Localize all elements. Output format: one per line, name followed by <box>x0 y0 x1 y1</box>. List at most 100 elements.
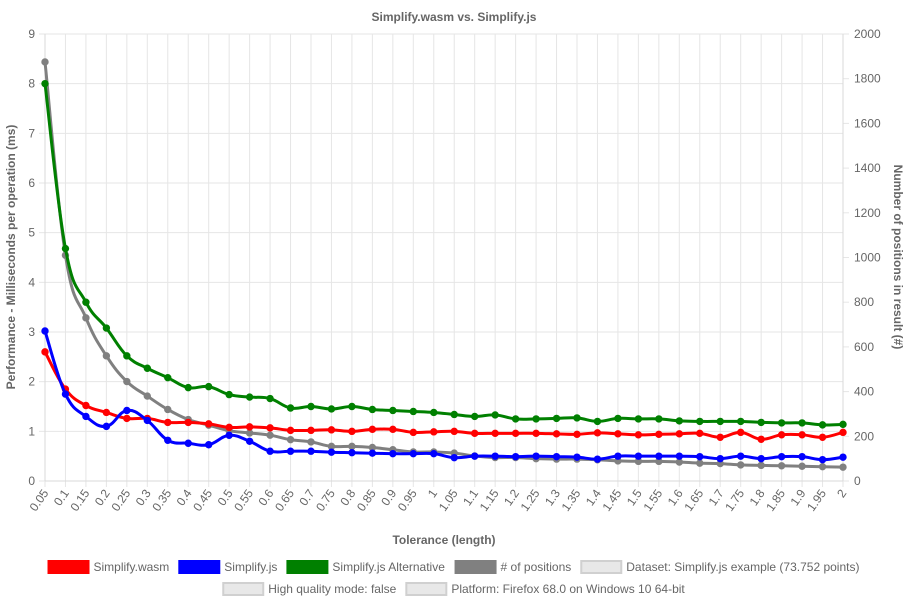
x-tick-label: 1.25 <box>518 486 543 513</box>
data-point <box>798 452 806 461</box>
x-tick-label: 0.15 <box>68 486 93 513</box>
x-tick-label: 1.95 <box>804 486 829 513</box>
legend-label: Simplify.js <box>224 560 277 574</box>
series-simplify-js <box>41 327 847 464</box>
data-point <box>757 435 765 443</box>
series-line-of-positions <box>43 61 844 469</box>
data-point <box>389 425 397 434</box>
data-point <box>839 463 847 471</box>
legend-item-of-positions: # of positions <box>454 560 572 574</box>
legend-item-high-quality-mode-false: High quality mode: false <box>222 582 397 596</box>
data-point <box>41 327 49 335</box>
data-point <box>675 452 684 460</box>
data-point <box>348 442 356 451</box>
data-point <box>389 406 397 415</box>
data-point <box>430 428 438 436</box>
legend-item-simplify-wasm: Simplify.wasm <box>47 560 169 574</box>
data-point <box>552 452 561 461</box>
y-tick-label: 7 <box>28 126 35 140</box>
data-point <box>511 429 520 438</box>
data-point <box>655 430 663 439</box>
data-point <box>573 430 581 439</box>
legend-swatch <box>178 560 221 574</box>
data-point <box>818 462 827 471</box>
legend-label: Dataset: Simplify.js example (73.752 poi… <box>626 560 859 574</box>
data-point <box>675 417 684 425</box>
data-point <box>470 429 479 438</box>
x-tick-label: 0.75 <box>313 486 338 513</box>
data-point <box>716 417 724 426</box>
data-point <box>777 419 786 427</box>
y-tick-label: 1 <box>28 424 35 438</box>
x-tick-label: 1.05 <box>436 486 461 513</box>
data-point <box>184 439 192 447</box>
x-tick-label: 0.65 <box>272 486 297 513</box>
data-point <box>245 429 254 437</box>
data-point <box>818 455 827 464</box>
data-point <box>225 423 233 432</box>
legend-swatch <box>580 560 623 574</box>
data-point <box>839 420 847 429</box>
y2-tick-label: 1600 <box>854 116 881 130</box>
legend-item-platform-firefox-68-0-on-windo: Platform: Firefox 68.0 on Windows 10 64-… <box>405 582 685 596</box>
data-point <box>307 402 315 411</box>
data-point <box>348 402 356 411</box>
data-point <box>348 427 356 436</box>
data-point <box>204 441 213 449</box>
data-point <box>123 377 131 386</box>
data-point <box>307 426 315 435</box>
y2-tick-label: 1200 <box>854 206 881 220</box>
data-point <box>430 408 438 417</box>
data-point <box>798 419 806 427</box>
data-point <box>102 352 111 360</box>
data-point <box>491 411 499 419</box>
data-point <box>736 452 745 460</box>
data-point <box>818 421 827 429</box>
data-point <box>532 415 540 423</box>
series-simplify-wasm <box>41 348 847 443</box>
data-point <box>41 348 49 356</box>
series-line-simplify-js <box>43 330 844 462</box>
data-point <box>655 452 663 460</box>
data-point <box>655 415 663 423</box>
legend-label: Simplify.js Alternative <box>332 560 445 574</box>
x-tick-label: 0.35 <box>149 486 174 513</box>
data-point <box>286 447 295 455</box>
data-point <box>82 298 90 306</box>
data-point <box>511 452 520 461</box>
y2-tick-label: 800 <box>854 295 874 309</box>
data-point <box>736 417 745 426</box>
data-point <box>839 453 847 461</box>
data-point <box>102 408 111 417</box>
data-point <box>245 423 254 431</box>
y2-axis-label: Number of positions in result (#) <box>891 165 905 350</box>
legend-label: # of positions <box>501 560 572 574</box>
x-tick-label: 0.95 <box>395 486 420 513</box>
data-point <box>225 431 233 440</box>
data-point <box>798 462 806 470</box>
data-point <box>675 430 684 438</box>
y-tick-label: 8 <box>28 77 35 91</box>
data-point <box>777 452 786 461</box>
data-point <box>82 412 90 421</box>
data-point <box>696 429 704 438</box>
series-line-simplify-wasm <box>43 351 844 441</box>
data-point <box>184 418 192 427</box>
data-point <box>450 427 458 436</box>
data-point <box>327 426 336 434</box>
data-point <box>430 449 438 458</box>
data-point <box>307 438 315 446</box>
y-tick-label: 3 <box>28 325 35 339</box>
data-point <box>348 448 356 457</box>
legend-label: High quality mode: false <box>268 582 396 596</box>
legend-swatch <box>47 560 90 574</box>
data-point <box>511 415 520 423</box>
data-point <box>327 448 336 456</box>
data-point <box>245 437 254 445</box>
data-point <box>450 410 458 419</box>
y2-tick-label: 2000 <box>854 27 881 41</box>
data-point <box>491 452 499 460</box>
data-point <box>164 373 172 382</box>
data-point <box>61 390 70 398</box>
data-point <box>450 453 458 462</box>
